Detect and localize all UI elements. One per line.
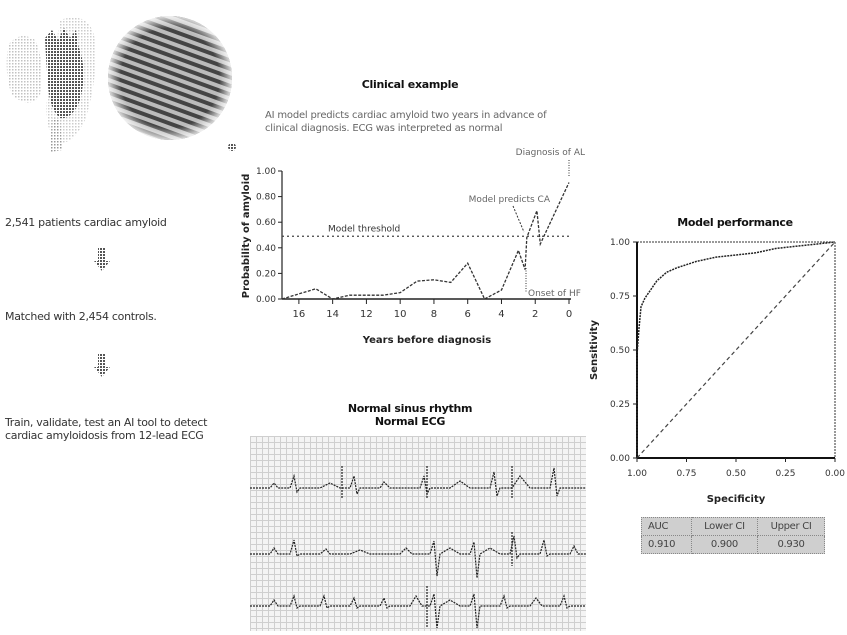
clinical-probability-chart: 0.00 0.20 0.40 0.60 0.80 1.00 16 14 12 10 8 6 4 2 0 P…	[241, 148, 585, 346]
svg-text:0.00: 0.00	[610, 454, 630, 464]
flow-step-controls: Matched with 2,454 controls.	[5, 310, 157, 323]
svg-text:0.80: 0.80	[256, 193, 276, 203]
table-header-row: AUC Lower CI Upper CI	[641, 517, 825, 536]
svg-text:2: 2	[532, 309, 538, 320]
clinical-example-subtitle: AI model predicts cardiac amyloid two ye…	[265, 109, 565, 135]
svg-text:10: 10	[394, 309, 407, 320]
svg-text:6: 6	[465, 309, 471, 320]
svg-text:0.50: 0.50	[726, 469, 746, 479]
roc-reference-line	[636, 241, 836, 459]
roc-y-ticks: 0.00 0.25 0.50 0.75 1.00	[610, 238, 637, 464]
down-arrow-icon	[94, 248, 110, 271]
roc-curve	[636, 241, 836, 458]
roc-title: Model performance	[677, 216, 793, 229]
heart-illustration	[6, 16, 236, 152]
clinical-x-ticks: 16 14 12 10 8 6 4 2 0	[293, 299, 572, 320]
roc-x-axis-label: Specificity	[707, 494, 766, 505]
flow-step-patients: 2,541 patients cardiac amyloid	[5, 216, 167, 229]
svg-text:0.00: 0.00	[825, 469, 845, 479]
svg-text:0.00: 0.00	[256, 295, 276, 305]
clinical-y-ticks: 0.00 0.20 0.40 0.60 0.80 1.00	[256, 167, 282, 305]
clinical-example-title: Clinical example	[361, 78, 459, 91]
svg-text:0.40: 0.40	[256, 244, 276, 254]
ecg-title-line2: Normal ECG	[374, 415, 446, 428]
svg-text:0.25: 0.25	[775, 469, 795, 479]
roc-x-ticks: 1.00 0.75 0.50 0.25 0.00	[627, 458, 845, 479]
value-upper-ci: 0.930	[757, 535, 825, 554]
ecg-strip	[250, 436, 586, 631]
svg-text:12: 12	[360, 309, 373, 320]
svg-text:0.75: 0.75	[610, 292, 630, 302]
header-auc: AUC	[641, 517, 692, 536]
value-auc: 0.910	[641, 535, 692, 554]
svg-text:8: 8	[431, 309, 437, 320]
ecg-title-line1: Normal sinus rhythm	[347, 402, 473, 415]
svg-text:Model threshold: Model threshold	[328, 224, 400, 234]
svg-text:Model predicts CA: Model predicts CA	[469, 195, 551, 205]
svg-text:1.00: 1.00	[256, 167, 276, 177]
svg-text:1.00: 1.00	[627, 469, 647, 479]
svg-text:0: 0	[566, 309, 572, 320]
roc-chart: 0.000.250.500.751.00 1.00 0.75 0.50 0.25 0.0…	[589, 238, 845, 505]
roc-y-axis-label: Sensitivity	[589, 320, 600, 380]
svg-text:4: 4	[498, 309, 504, 320]
svg-text:0.20: 0.20	[256, 269, 276, 279]
ecg-title: Normal sinus rhythm Normal ECG	[330, 402, 490, 428]
header-lower-ci: Lower CI	[690, 517, 759, 536]
svg-text:1.00: 1.00	[610, 238, 630, 248]
svg-text:16: 16	[293, 309, 306, 320]
svg-text:14: 14	[326, 309, 339, 320]
header-upper-ci: Upper CI	[757, 517, 825, 536]
ecg-tracing	[250, 466, 586, 629]
clinical-x-axis-label: Years before diagnosis	[362, 335, 491, 346]
flow-step-train-line2: cardiac amyloidosis from 12-lead ECG	[5, 429, 204, 442]
subtitle-line2: clinical diagnosis. ECG was interpreted …	[265, 123, 503, 134]
svg-text:0.50: 0.50	[610, 346, 630, 356]
clinical-annotations: Diagnosis of AL Model predicts CA Onset of…	[469, 148, 585, 299]
model-threshold-line: Model threshold	[282, 224, 571, 237]
magnifier-icon	[228, 143, 236, 151]
svg-text:0.25: 0.25	[610, 400, 630, 410]
flow-step-train-line1: Train, validate, test an AI tool to dete…	[5, 416, 208, 429]
flow-step-train: Train, validate, test an AI tool to dete…	[5, 416, 207, 442]
subtitle-line1: AI model predicts cardiac amyloid two ye…	[265, 110, 547, 121]
probability-line	[281, 182, 570, 300]
table-row: 0.910 0.900 0.930	[641, 535, 825, 554]
svg-text:0.75: 0.75	[676, 469, 696, 479]
svg-text:Onset of HF: Onset of HF	[528, 289, 581, 299]
performance-table: AUC Lower CI Upper CI 0.910 0.900 0.930	[641, 517, 825, 554]
clinical-y-axis-label: Probability of amyloid	[241, 174, 252, 299]
down-arrow-icon	[94, 354, 110, 377]
value-lower-ci: 0.900	[690, 535, 759, 554]
svg-text:0.60: 0.60	[256, 218, 276, 228]
svg-text:Diagnosis of AL: Diagnosis of AL	[516, 148, 585, 158]
clinical-axes	[281, 171, 571, 300]
